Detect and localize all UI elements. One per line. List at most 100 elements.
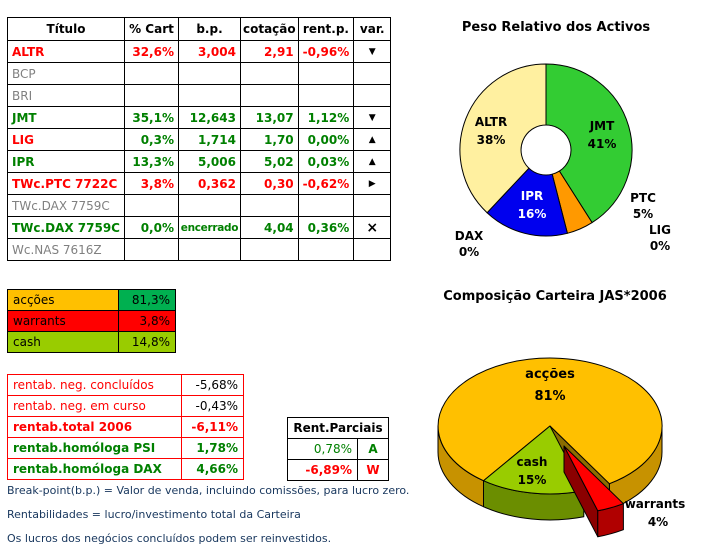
cell-cotacao[interactable]: 4,04: [239, 216, 299, 239]
up-triangle-icon[interactable]: ▲: [353, 128, 392, 151]
pie3d-chart-title: Composição Carteira JAS*2006: [443, 289, 667, 304]
alloc-label-accoes[interactable]: acções: [7, 289, 119, 311]
cell-titulo[interactable]: IPR: [7, 150, 125, 173]
right-triangle-icon[interactable]: ▶: [353, 172, 392, 195]
cell-titulo[interactable]: LIG: [7, 128, 125, 151]
col-header-cart[interactable]: % Cart: [123, 17, 179, 41]
pie-label-warrants: warrants: [625, 497, 686, 511]
cell-bp[interactable]: 12,643: [177, 106, 241, 129]
col-header-rentp[interactable]: rent.p.: [297, 17, 355, 41]
cell-bp[interactable]: 1,714: [177, 128, 241, 151]
cell-cart[interactable]: [123, 238, 179, 261]
cell-rentp[interactable]: [297, 62, 355, 85]
cell-rentp[interactable]: 1,12%: [297, 106, 355, 129]
donut-slice-altr[interactable]: [459, 63, 547, 214]
cell-titulo[interactable]: ALTR: [7, 40, 125, 63]
partials-code[interactable]: A: [357, 438, 389, 460]
summary-label[interactable]: rentab. neg. em curso: [7, 395, 182, 417]
alloc-value-cash[interactable]: 14,8%: [118, 331, 176, 353]
alloc-label-warrants[interactable]: warrants: [7, 310, 119, 332]
summary-value[interactable]: 4,66%: [181, 458, 244, 480]
cell-rentp[interactable]: [297, 194, 355, 217]
cell-rentp[interactable]: [297, 84, 355, 107]
cell-rentp[interactable]: [297, 238, 355, 261]
cell-bp[interactable]: [177, 194, 241, 217]
down-triangle-icon[interactable]: ▼: [353, 40, 392, 63]
cell-cart[interactable]: 13,3%: [123, 150, 179, 173]
summary-value[interactable]: -0,43%: [181, 395, 244, 417]
close-x-icon[interactable]: ×: [353, 216, 392, 239]
cell-cotacao[interactable]: 13,07: [239, 106, 299, 129]
pie-slice-warrants[interactable]: [563, 445, 624, 512]
pie-slice-accoes[interactable]: [437, 357, 663, 485]
cell-rentp[interactable]: 0,03%: [297, 150, 355, 173]
partials-title[interactable]: Rent.Parciais: [287, 417, 389, 439]
partials-value[interactable]: 0,78%: [287, 438, 358, 460]
cell-titulo[interactable]: BRI: [7, 84, 125, 107]
cell-cotacao[interactable]: [239, 62, 299, 85]
summary-value[interactable]: 1,78%: [181, 437, 244, 459]
cell-cart[interactable]: [123, 194, 179, 217]
donut-slice-ipr[interactable]: [486, 167, 568, 237]
col-header-var[interactable]: var.: [353, 17, 392, 41]
cell-bp[interactable]: 3,004: [177, 40, 241, 63]
partials-value[interactable]: -6,89%: [287, 459, 358, 481]
cell-titulo[interactable]: TWc.DAX 7759C: [7, 216, 125, 239]
positions-table: Título % Cart b.p. cotação rent.p. var. …: [7, 17, 392, 261]
cell-bp-encerrado[interactable]: encerrado: [177, 216, 241, 239]
table-row-bri: BRI: [7, 84, 392, 107]
cell-cart[interactable]: [123, 84, 179, 107]
cell-titulo[interactable]: Wc.NAS 7616Z: [7, 238, 125, 261]
col-header-bp[interactable]: b.p.: [177, 17, 241, 41]
cell-cotacao[interactable]: 0,30: [239, 172, 299, 195]
footnote-rentabilidades: Rentabilidades = lucro/investimento tota…: [7, 508, 301, 521]
cell-cotacao[interactable]: [239, 194, 299, 217]
cell-titulo[interactable]: TWc.DAX 7759C: [7, 194, 125, 217]
cell-bp[interactable]: [177, 238, 241, 261]
summary-label[interactable]: rentab.homóloga DAX: [7, 458, 182, 480]
cell-rentp[interactable]: -0,62%: [297, 172, 355, 195]
donut-pct-dax: 0%: [459, 245, 479, 259]
summary-label[interactable]: rentab.total 2006: [7, 416, 182, 438]
summary-value[interactable]: -5,68%: [181, 374, 244, 396]
cell-titulo[interactable]: TWc.PTC 7722C: [7, 172, 125, 195]
cell-cart[interactable]: 35,1%: [123, 106, 179, 129]
var-cell-empty[interactable]: [353, 194, 392, 217]
col-header-cotacao[interactable]: cotação: [239, 17, 299, 41]
pie-pct-cash: 15%: [518, 473, 547, 487]
summary-label[interactable]: rentab.homóloga PSI: [7, 437, 182, 459]
cell-cotacao[interactable]: [239, 84, 299, 107]
cell-cart[interactable]: 32,6%: [123, 40, 179, 63]
var-cell-empty[interactable]: [353, 84, 392, 107]
summary-value[interactable]: -6,11%: [181, 416, 244, 438]
cell-titulo[interactable]: JMT: [7, 106, 125, 129]
alloc-value-warrants[interactable]: 3,8%: [118, 310, 176, 332]
summary-label[interactable]: rentab. neg. concluídos: [7, 374, 182, 396]
alloc-value-accoes[interactable]: 81,3%: [118, 289, 176, 311]
cell-cotacao[interactable]: 5,02: [239, 150, 299, 173]
cell-cotacao[interactable]: 1,70: [239, 128, 299, 151]
table-row-twc-ptc: TWc.PTC 7722C 3,8% 0,362 0,30 -0,62% ▶: [7, 172, 392, 195]
cell-titulo[interactable]: BCP: [7, 62, 125, 85]
cell-rentp[interactable]: 0,00%: [297, 128, 355, 151]
summary-row-total: rentab.total 2006 -6,11%: [7, 416, 244, 438]
cell-rentp[interactable]: 0,36%: [297, 216, 355, 239]
cell-cart[interactable]: 0,3%: [123, 128, 179, 151]
cell-bp[interactable]: 5,006: [177, 150, 241, 173]
cell-cart[interactable]: 3,8%: [123, 172, 179, 195]
cell-cotacao[interactable]: 2,91: [239, 40, 299, 63]
cell-bp[interactable]: [177, 62, 241, 85]
alloc-label-cash[interactable]: cash: [7, 331, 119, 353]
down-triangle-icon[interactable]: ▼: [353, 106, 392, 129]
cell-rentp[interactable]: -0,96%: [297, 40, 355, 63]
col-header-titulo[interactable]: Título: [7, 17, 125, 41]
partials-code[interactable]: W: [357, 459, 389, 481]
var-cell-empty[interactable]: [353, 238, 392, 261]
up-triangle-icon[interactable]: ▲: [353, 150, 392, 173]
cell-cart[interactable]: [123, 62, 179, 85]
cell-cart[interactable]: 0,0%: [123, 216, 179, 239]
cell-bp[interactable]: [177, 84, 241, 107]
cell-bp[interactable]: 0,362: [177, 172, 241, 195]
var-cell-empty[interactable]: [353, 62, 392, 85]
cell-cotacao[interactable]: [239, 238, 299, 261]
